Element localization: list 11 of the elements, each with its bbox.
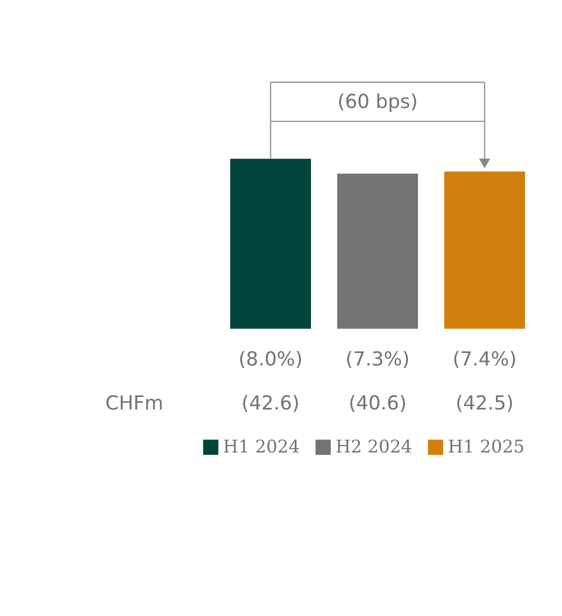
data-label: (8.0%) — [238, 348, 303, 371]
text: (40.6) — [348, 392, 407, 415]
text: (42.5) — [456, 392, 514, 415]
legend-label: H1 2024 — [223, 438, 300, 458]
data-label: (7.4%) — [452, 348, 517, 371]
legend-label: H1 2025 — [448, 438, 525, 458]
data-label: (7.3%) — [346, 348, 410, 371]
text: CHFm — [105, 392, 164, 415]
text: (42.6) — [242, 392, 300, 415]
legend-label: H2 2024 — [335, 438, 412, 458]
text: (60 bps) — [337, 90, 418, 113]
